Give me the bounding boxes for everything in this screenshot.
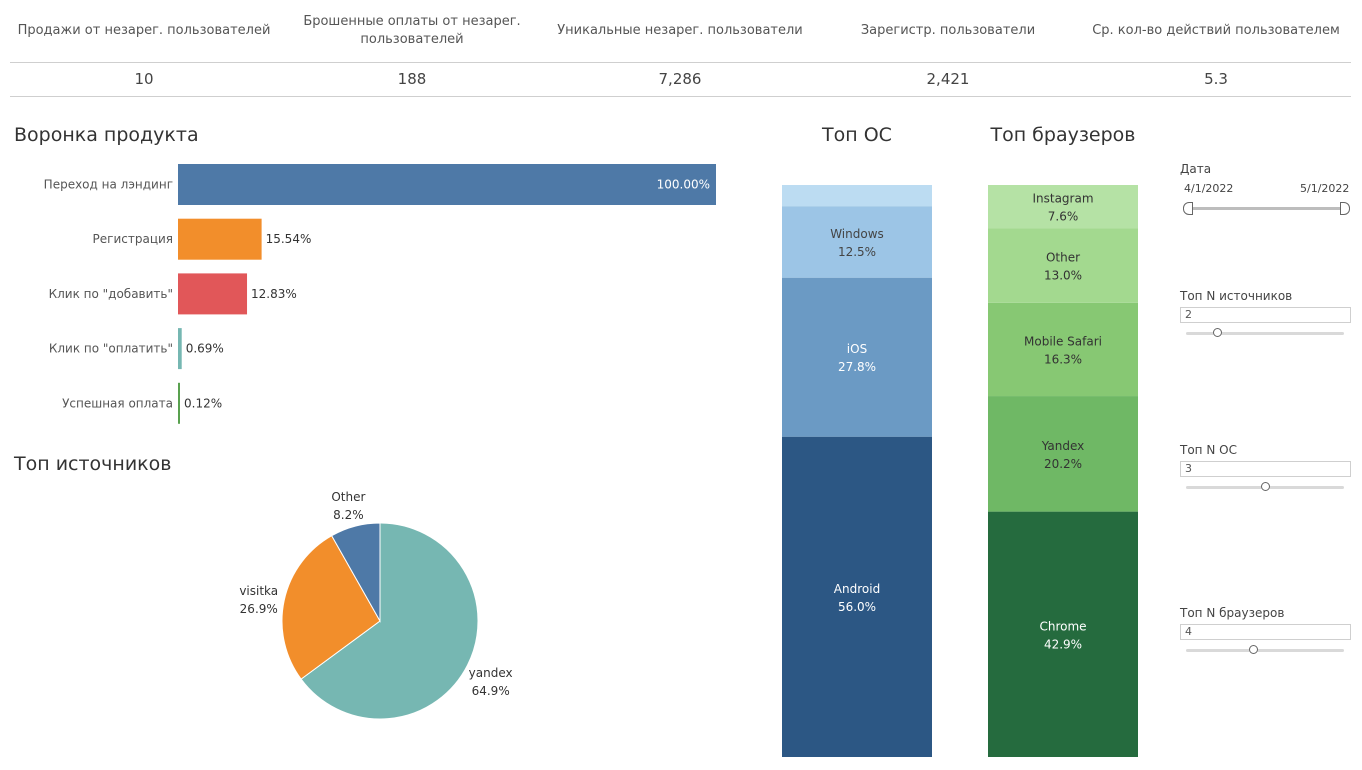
kpi-value-registered: 2,421 [926, 70, 970, 88]
funnel-bar-group: Успешная оплата 0.12% [62, 382, 222, 424]
top-sources-knob[interactable] [1213, 328, 1223, 337]
os-category-label: Android [834, 582, 880, 596]
pie-category-label: visitka [239, 584, 278, 598]
funnel-bar[interactable] [178, 273, 248, 315]
funnel-value-label: 100.00% [657, 178, 710, 192]
os-value-label: 56.0% [838, 600, 876, 614]
os-segment[interactable] [782, 206, 932, 278]
sources-pie-chart: yandex 64.9% visitka 26.9% Other 8.2% [239, 490, 513, 720]
browser-segment[interactable] [988, 228, 1138, 303]
kpi-label-unique: Уникальные незарег. пользователи [557, 23, 803, 38]
top-browsers-knob[interactable] [1249, 645, 1259, 654]
browser-value-label: 20.2% [1044, 457, 1082, 471]
date-start: 4/1/2022 [1184, 182, 1234, 195]
date-range-track[interactable] [1186, 207, 1346, 210]
kpi-value-unique: 7,286 [658, 70, 702, 88]
top-browsers-input[interactable]: 4 [1180, 624, 1351, 640]
funnel-bar-group: Клик по "добавить" 12.83% [49, 273, 297, 315]
browser-value-label: 16.3% [1044, 352, 1082, 366]
os-category-label: iOS [847, 342, 867, 356]
browser-segment[interactable] [988, 511, 1138, 757]
browser-segment[interactable] [988, 396, 1138, 512]
kpi-label-actions: Ср. кол-во действий пользователем [1092, 23, 1340, 38]
pie-category-label: Other [331, 490, 365, 504]
os-title: Топ ОС [822, 124, 892, 146]
top-browsers-slider[interactable] [1186, 649, 1344, 652]
date-range-end-handle[interactable] [1340, 202, 1350, 215]
pie-value-label: 64.9% [472, 684, 510, 698]
pie-slice[interactable] [331, 522, 381, 623]
top-os-label: Топ N ОС [1180, 443, 1237, 457]
top-os-knob[interactable] [1260, 482, 1270, 491]
os-category-label: Windows [830, 227, 884, 241]
pie-value-label: 8.2% [333, 508, 364, 522]
funnel-bar[interactable] [178, 164, 716, 205]
kpi-value-sales: 10 [134, 70, 154, 88]
date-end: 5/1/2022 [1300, 182, 1350, 195]
date-range-start-handle[interactable] [1183, 202, 1193, 215]
os-segment[interactable] [782, 436, 932, 757]
browsers-stacked-chart: Chrome 42.9% Yandex 20.2% Mobile Safari 16.3%… [988, 185, 1138, 757]
kpi-value-abandoned: 188 [397, 70, 427, 88]
funnel-value-label: 15.54% [266, 232, 312, 246]
browser-category-label: Other [1046, 251, 1080, 265]
funnel-category-label: Клик по "добавить" [49, 287, 173, 301]
funnel-chart: Переход на лэндинг 100.00% Регистрация 15.5… [44, 164, 716, 424]
browser-segment[interactable] [988, 302, 1138, 397]
os-value-label: 27.8% [838, 360, 876, 374]
funnel-bar-group: Регистрация 15.54% [93, 218, 312, 260]
funnel-bar[interactable] [178, 328, 182, 370]
browser-category-label: Chrome [1039, 619, 1086, 633]
top-browsers-label: Топ N браузеров [1180, 606, 1285, 620]
browser-value-label: 42.9% [1044, 637, 1082, 651]
os-segment[interactable] [782, 277, 932, 437]
browser-value-label: 7.6% [1048, 210, 1079, 224]
funnel-value-label: 0.12% [184, 396, 222, 410]
pie-slice[interactable] [281, 535, 381, 680]
os-segment[interactable] [782, 185, 932, 207]
funnel-category-label: Успешная оплата [62, 396, 173, 410]
funnel-bar[interactable] [178, 218, 262, 260]
kpi-header-row: Продажи от незарег. пользователей Брошен… [10, 0, 1351, 63]
os-stacked-chart: Android 56.0% iOS 27.8% Windows 12.5% [782, 185, 932, 757]
funnel-bar[interactable] [178, 382, 180, 424]
funnel-value-label: 0.69% [186, 342, 224, 356]
browser-category-label: Yandex [1041, 439, 1085, 453]
browser-segment[interactable] [988, 185, 1138, 229]
funnel-title: Воронка продукта [14, 124, 199, 146]
pie-slice[interactable] [300, 522, 479, 720]
funnel-bar-group: Клик по "оплатить" 0.69% [49, 328, 224, 370]
top-sources-input[interactable]: 2 [1180, 307, 1351, 323]
os-value-label: 12.5% [838, 245, 876, 259]
browsers-title: Топ браузеров [990, 124, 1136, 146]
funnel-bar-group: Переход на лэндинг 100.00% [44, 164, 716, 205]
pie-value-label: 26.9% [240, 602, 278, 616]
kpi-label-abandoned: Брошенные оплаты от незарег. пользовател… [303, 14, 521, 47]
browser-value-label: 13.0% [1044, 269, 1082, 283]
pie-category-label: yandex [469, 666, 513, 680]
top-os-input[interactable]: 3 [1180, 461, 1351, 477]
sources-title: Топ источников [14, 453, 172, 475]
top-sources-label: Топ N источников [1180, 289, 1293, 303]
kpi-value-actions: 5.3 [1204, 70, 1228, 88]
funnel-category-label: Регистрация [93, 232, 173, 246]
date-filter-label: Дата [1180, 162, 1212, 176]
browser-category-label: Instagram [1032, 192, 1093, 206]
funnel-category-label: Переход на лэндинг [44, 178, 173, 192]
funnel-value-label: 12.83% [251, 287, 297, 301]
kpi-label-sales: Продажи от незарег. пользователей [17, 23, 271, 38]
kpi-label-registered: Зарегистр. пользователи [860, 23, 1036, 38]
kpi-value-row: 10 188 7,286 2,421 5.3 [10, 62, 1351, 97]
browser-category-label: Mobile Safari [1024, 334, 1102, 348]
top-sources-slider[interactable] [1186, 332, 1344, 335]
funnel-category-label: Клик по "оплатить" [49, 342, 173, 356]
